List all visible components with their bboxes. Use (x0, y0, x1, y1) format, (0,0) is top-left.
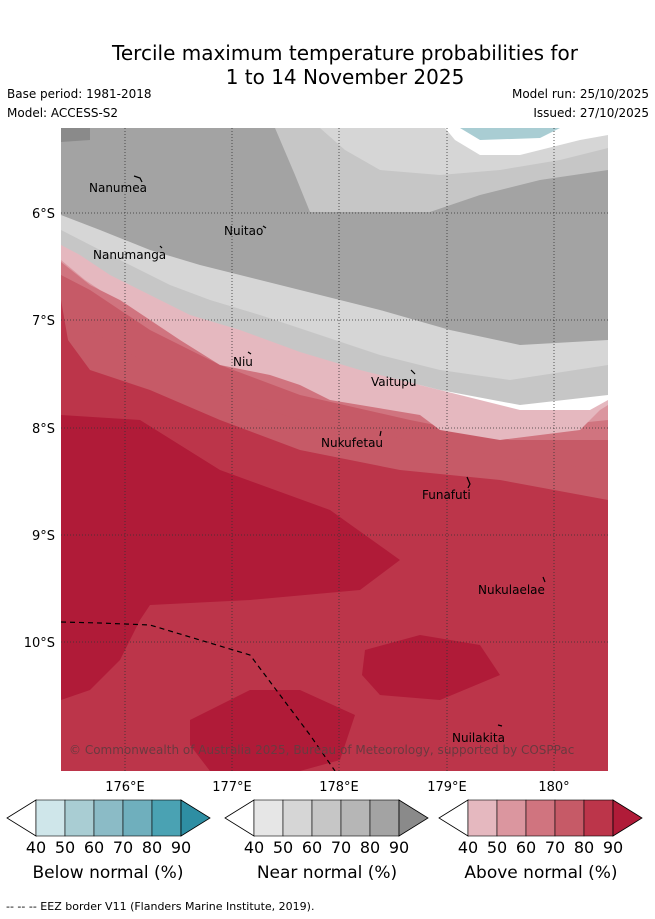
model-run: Model run: 25/10/2025 (511, 87, 649, 101)
lon-label-176e: 176°E (105, 780, 145, 795)
colorbar-tick-label: 70 (545, 838, 565, 857)
colorbar-tick-label: 80 (360, 838, 380, 857)
copyright-notice: © Commonwealth of Australia 2025, Bureau… (69, 743, 574, 757)
colorbar-label-near: Near normal (%) (256, 863, 398, 883)
issued-date: Issued: 27/10/2025 (533, 106, 649, 120)
colorbar-near-normal: 40 50 60 70 80 90 (224, 799, 429, 857)
colorbar-swatch (554, 799, 585, 837)
lat-label-8s: 8°S (32, 422, 55, 437)
colorbar-tick-label: 90 (389, 838, 409, 857)
colorbar-tick-label: 70 (113, 838, 133, 857)
colorbar-extension-low (6, 799, 37, 837)
island-label-funafuti: Funafuti (422, 488, 471, 502)
lon-label-177e: 177°E (212, 780, 252, 795)
colorbar-tick-label: 90 (171, 838, 191, 857)
colorbar-tick-label: 40 (244, 838, 264, 857)
colorbar-extension-low (438, 799, 469, 837)
lon-label-180: 180° (538, 780, 569, 795)
colorbar-swatch (467, 799, 498, 837)
colorbar-extension-high (612, 799, 643, 837)
island-shapes (133, 175, 546, 727)
colorbar-swatch (93, 799, 124, 837)
lat-label-6s: 6°S (32, 207, 55, 222)
colorbar-tick-label: 50 (273, 838, 293, 857)
colorbar-tick-label: 50 (55, 838, 75, 857)
base-period: Base period: 1981-2018 (7, 87, 152, 101)
colorbar-extension-low (224, 799, 255, 837)
colorbar-swatch (122, 799, 153, 837)
colorbar-swatch (35, 799, 66, 837)
island-label-nuitao: Nuitao (224, 224, 263, 238)
colorbar-swatch (282, 799, 313, 837)
lat-label-9s: 9°S (32, 529, 55, 544)
colorbar-tick-label: 80 (574, 838, 594, 857)
colorbar-swatch (64, 799, 95, 837)
colorbar-swatch (340, 799, 371, 837)
eez-footnote: -- -- -- EEZ border V11 (Flanders Marine… (6, 900, 315, 913)
colorbar-tick-label: 60 (84, 838, 104, 857)
colorbar-above-normal: 40 50 60 70 80 90 (438, 799, 643, 857)
colorbar-label-above: Above normal (%) (464, 863, 618, 883)
colorbar-below-normal: 40 50 60 70 80 90 (6, 799, 211, 857)
lat-label-7s: 7°S (32, 314, 55, 329)
island-label-niu: Niu (233, 355, 253, 369)
colorbar-tick-label: 60 (516, 838, 536, 857)
island-label-vaitupu: Vaitupu (371, 375, 417, 389)
colorbar-label-below: Below normal (%) (32, 863, 184, 883)
island-label-nuilakita: Nuilakita (452, 731, 505, 745)
model-name: Model: ACCESS-S2 (7, 106, 119, 120)
island-label-nukulaelae: Nukulaelae (478, 583, 545, 597)
colorbar-tick-label: 60 (302, 838, 322, 857)
island-label-nanumea: Nanumea (89, 181, 147, 195)
title-line-2: 1 to 14 November 2025 (225, 65, 465, 89)
colorbar-swatch (311, 799, 342, 837)
colorbar-tick-label: 40 (458, 838, 478, 857)
colorbar-extension-high (180, 799, 211, 837)
colorbar-swatch (583, 799, 614, 837)
eez-border (61, 621, 336, 771)
graticule (61, 128, 608, 771)
colorbar-swatch (253, 799, 284, 837)
colorbar-swatch (151, 799, 182, 837)
colorbar-tick-label: 70 (331, 838, 351, 857)
colorbar-extension-high (398, 799, 429, 837)
title-line-1: Tercile maximum temperature probabilitie… (112, 41, 578, 65)
lon-label-179e: 179°E (427, 780, 467, 795)
colorbar-swatch (525, 799, 556, 837)
island-label-nanumanga: Nanumanga (93, 248, 166, 262)
lon-label-178e: 178°E (319, 780, 359, 795)
island-label-nukufetau: Nukufetau (321, 436, 383, 450)
colorbar-tick-label: 40 (26, 838, 46, 857)
map-fill (61, 128, 608, 771)
colorbar-tick-label: 90 (603, 838, 623, 857)
colorbar-tick-label: 50 (487, 838, 507, 857)
colorbar-tick-label: 80 (142, 838, 162, 857)
colorbar-swatch (496, 799, 527, 837)
colorbar-swatch (369, 799, 400, 837)
lat-label-10s: 10°S (24, 636, 55, 651)
